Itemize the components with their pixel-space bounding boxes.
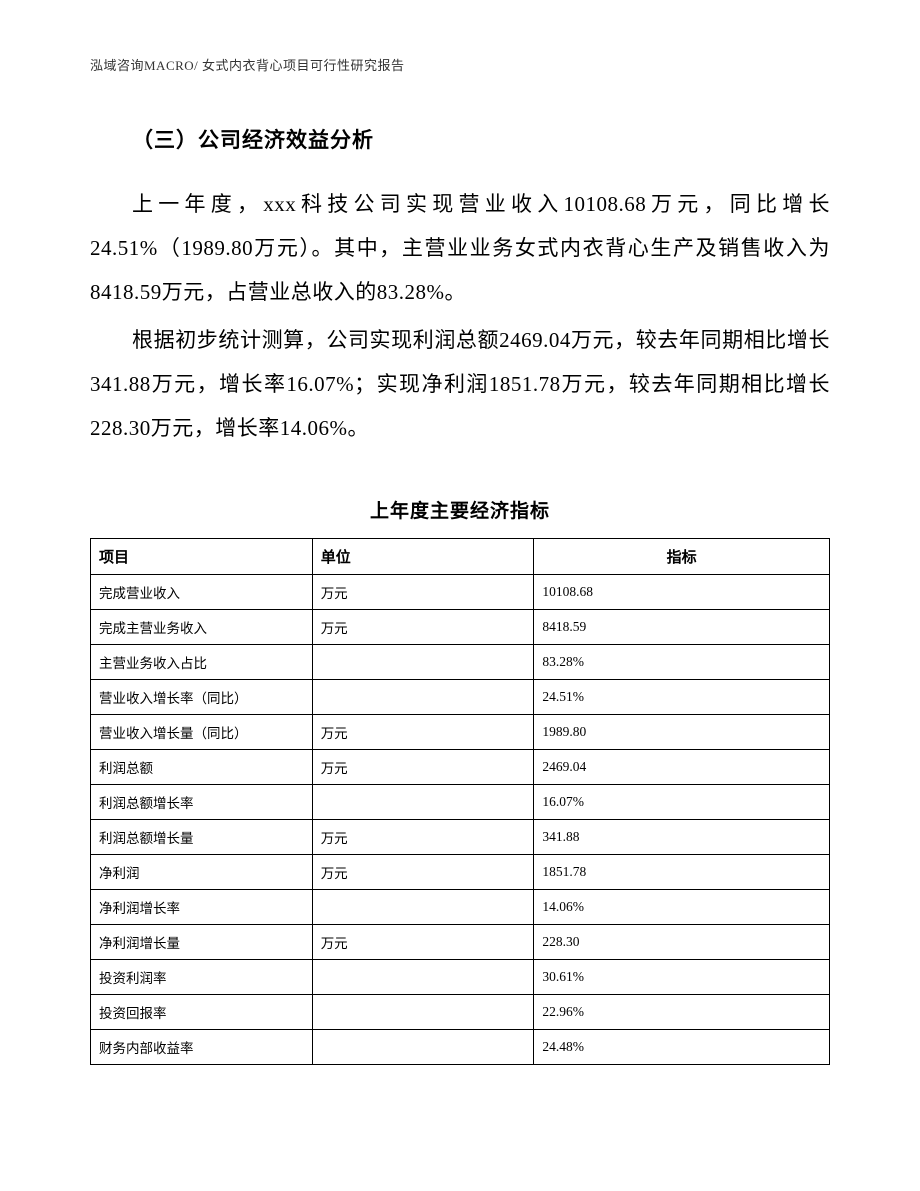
table-row: 净利润 万元 1851.78 — [91, 854, 830, 889]
table-row: 营业收入增长量（同比） 万元 1989.80 — [91, 714, 830, 749]
table-row: 主营业务收入占比 83.28% — [91, 644, 830, 679]
table-cell-value: 2469.04 — [534, 749, 830, 784]
table-cell-unit: 万元 — [312, 819, 534, 854]
table-header-value: 指标 — [534, 538, 830, 574]
table-cell-unit — [312, 679, 534, 714]
table-cell-value: 83.28% — [534, 644, 830, 679]
table-cell-unit: 万元 — [312, 854, 534, 889]
table-cell-item: 投资回报率 — [91, 994, 313, 1029]
table-body: 完成营业收入 万元 10108.68 完成主营业务收入 万元 8418.59 主… — [91, 574, 830, 1064]
table-cell-unit — [312, 644, 534, 679]
table-cell-value: 341.88 — [534, 819, 830, 854]
table-cell-unit: 万元 — [312, 574, 534, 609]
economic-indicators-table: 项目 单位 指标 完成营业收入 万元 10108.68 完成主营业务收入 万元 … — [90, 538, 830, 1065]
table-row: 完成主营业务收入 万元 8418.59 — [91, 609, 830, 644]
table-cell-value: 24.48% — [534, 1029, 830, 1064]
paragraph-2: 根据初步统计测算，公司实现利润总额2469.04万元，较去年同期相比增长341.… — [90, 318, 830, 450]
table-cell-unit: 万元 — [312, 749, 534, 784]
table-cell-item: 主营业务收入占比 — [91, 644, 313, 679]
table-cell-value: 1989.80 — [534, 714, 830, 749]
table-cell-value: 30.61% — [534, 959, 830, 994]
table-cell-value: 228.30 — [534, 924, 830, 959]
table-cell-value: 10108.68 — [534, 574, 830, 609]
table-cell-value: 24.51% — [534, 679, 830, 714]
table-cell-item: 营业收入增长量（同比） — [91, 714, 313, 749]
table-title: 上年度主要经济指标 — [90, 496, 830, 523]
table-cell-item: 净利润增长量 — [91, 924, 313, 959]
table-cell-item: 营业收入增长率（同比） — [91, 679, 313, 714]
table-row: 投资利润率 30.61% — [91, 959, 830, 994]
table-row: 利润总额增长量 万元 341.88 — [91, 819, 830, 854]
table-header-row: 项目 单位 指标 — [91, 538, 830, 574]
section-title: （三）公司经济效益分析 — [90, 124, 830, 154]
table-header-unit: 单位 — [312, 538, 534, 574]
table-row: 净利润增长量 万元 228.30 — [91, 924, 830, 959]
table-cell-item: 利润总额增长率 — [91, 784, 313, 819]
table-cell-value: 16.07% — [534, 784, 830, 819]
table-cell-unit — [312, 889, 534, 924]
table-cell-item: 完成主营业务收入 — [91, 609, 313, 644]
table-cell-unit — [312, 1029, 534, 1064]
table-row: 财务内部收益率 24.48% — [91, 1029, 830, 1064]
table-cell-unit: 万元 — [312, 714, 534, 749]
table-row: 利润总额增长率 16.07% — [91, 784, 830, 819]
paragraph-1: 上一年度，xxx科技公司实现营业收入10108.68万元，同比增长24.51%（… — [90, 182, 830, 314]
table-cell-unit — [312, 784, 534, 819]
table-cell-unit: 万元 — [312, 609, 534, 644]
table-cell-item: 净利润 — [91, 854, 313, 889]
table-row: 利润总额 万元 2469.04 — [91, 749, 830, 784]
table-cell-item: 财务内部收益率 — [91, 1029, 313, 1064]
table-row: 完成营业收入 万元 10108.68 — [91, 574, 830, 609]
table-cell-value: 8418.59 — [534, 609, 830, 644]
table-cell-item: 利润总额增长量 — [91, 819, 313, 854]
table-cell-item: 净利润增长率 — [91, 889, 313, 924]
table-cell-value: 14.06% — [534, 889, 830, 924]
table-row: 投资回报率 22.96% — [91, 994, 830, 1029]
table-row: 营业收入增长率（同比） 24.51% — [91, 679, 830, 714]
table-cell-unit: 万元 — [312, 924, 534, 959]
page-header: 泓域咨询MACRO/ 女式内衣背心项目可行性研究报告 — [90, 55, 830, 74]
table-cell-item: 完成营业收入 — [91, 574, 313, 609]
table-cell-value: 1851.78 — [534, 854, 830, 889]
table-cell-unit — [312, 994, 534, 1029]
table-cell-item: 利润总额 — [91, 749, 313, 784]
table-header-item: 项目 — [91, 538, 313, 574]
table-row: 净利润增长率 14.06% — [91, 889, 830, 924]
table-cell-item: 投资利润率 — [91, 959, 313, 994]
table-cell-value: 22.96% — [534, 994, 830, 1029]
table-cell-unit — [312, 959, 534, 994]
